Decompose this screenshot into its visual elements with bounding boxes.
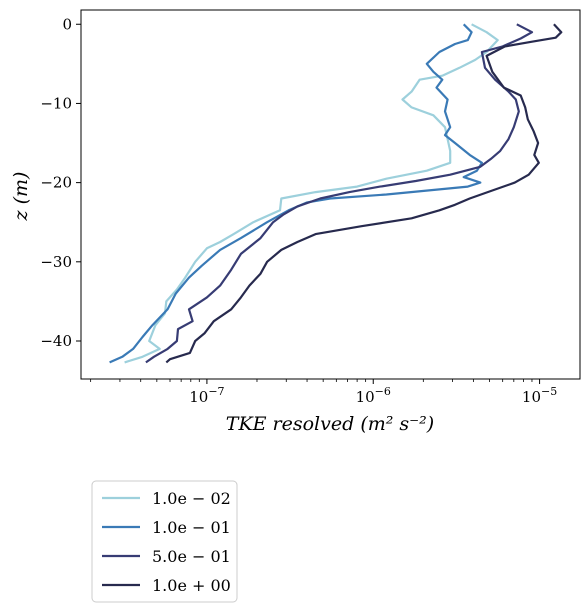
x-axis: 10−7 10−6 10−5 bbox=[90, 379, 557, 406]
y-axis-label: z (m) bbox=[10, 172, 32, 222]
y-tick-label: 0 bbox=[62, 15, 72, 33]
y-tick-label: −20 bbox=[40, 174, 72, 192]
y-tick-label: −40 bbox=[40, 332, 72, 350]
legend-label: 1.0e − 01 bbox=[152, 518, 231, 537]
legend-label: 1.0e − 02 bbox=[152, 489, 231, 508]
series-line-4 bbox=[165, 23, 563, 364]
x-axis-label: TKE resolved (m² s⁻²) bbox=[226, 413, 434, 435]
plot-frame bbox=[80, 9, 581, 380]
legend-label: 5.0e − 01 bbox=[152, 547, 231, 566]
x-tick-label: 10−5 bbox=[522, 385, 557, 406]
series-layer bbox=[109, 23, 563, 364]
series-line-2 bbox=[109, 23, 483, 364]
x-tick-label: 10−7 bbox=[189, 385, 224, 406]
x-tick-label: 10−6 bbox=[356, 385, 391, 406]
series-line-1 bbox=[124, 23, 499, 364]
y-axis: 0 −10 −20 −30 −40 bbox=[40, 15, 81, 350]
legend-items: 1.0e − 02 1.0e − 01 5.0e − 01 1.0e + 00 bbox=[102, 489, 231, 595]
legend: 1.0e − 02 1.0e − 01 5.0e − 01 1.0e + 00 bbox=[91, 480, 238, 603]
legend-frame bbox=[91, 480, 238, 603]
y-tick-label: −10 bbox=[40, 94, 72, 112]
y-tick-label: −30 bbox=[40, 253, 72, 271]
legend-label: 1.0e + 00 bbox=[152, 576, 231, 595]
series-line-3 bbox=[145, 23, 534, 364]
